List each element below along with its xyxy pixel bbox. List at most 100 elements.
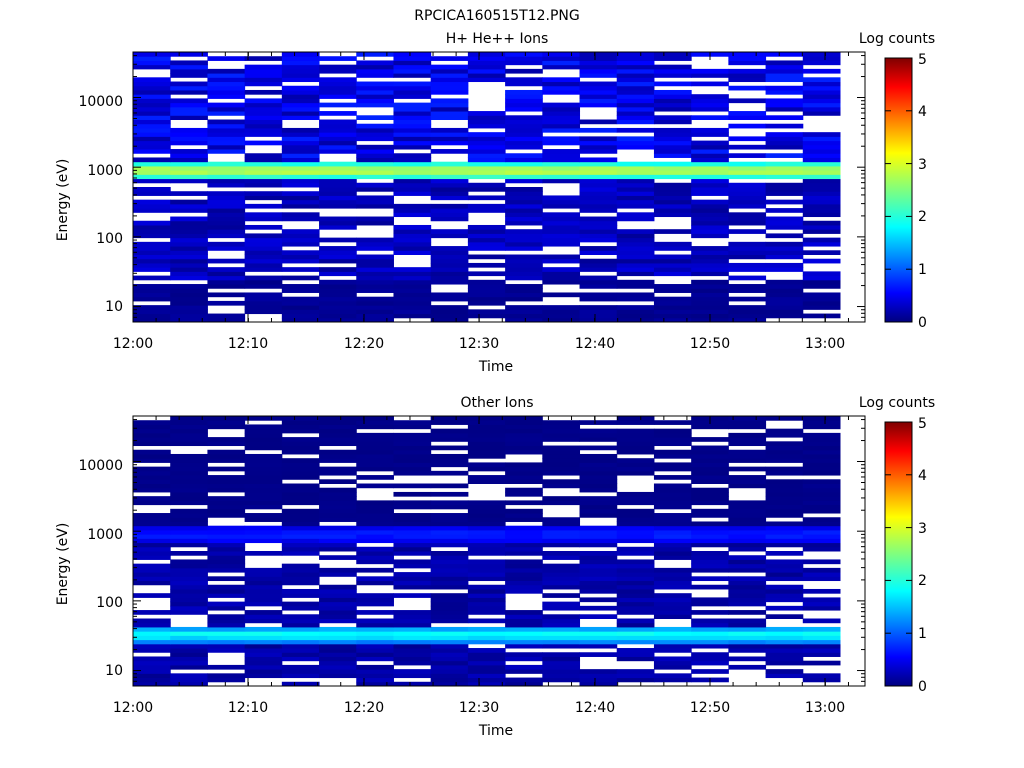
heatmap-cell <box>765 635 804 641</box>
heatmap-cell <box>467 546 506 552</box>
heatmap-cell <box>505 424 543 430</box>
heatmap-cell <box>356 220 394 226</box>
heatmap-cell <box>728 191 767 196</box>
heatmap-cell <box>691 445 729 451</box>
heatmap-cell <box>319 165 357 171</box>
heatmap-cell <box>691 626 729 632</box>
heatmap-cell <box>393 153 432 158</box>
heatmap-cell <box>319 441 357 447</box>
heatmap-cell <box>281 517 320 522</box>
heatmap-cell <box>802 241 841 247</box>
heatmap-cell <box>207 199 246 205</box>
heatmap-cell <box>765 140 804 146</box>
heatmap-cell <box>802 106 841 112</box>
heatmap-cell <box>170 170 208 175</box>
heatmap-cell <box>356 64 394 70</box>
heatmap-cell <box>356 102 394 108</box>
heatmap-cell <box>505 170 543 175</box>
heatmap-cell <box>207 420 246 425</box>
heatmap-cell <box>244 576 283 582</box>
heatmap-cell <box>505 258 543 264</box>
heatmap-cell <box>691 187 729 192</box>
heatmap-cell <box>319 64 357 70</box>
heatmap-cell <box>170 98 208 104</box>
heatmap-cell <box>765 593 804 598</box>
heatmap-cell <box>653 115 692 120</box>
heatmap-cell <box>356 559 394 565</box>
panel-2-y-tick-1000: 1000 <box>87 527 123 543</box>
heatmap-cell <box>691 305 729 310</box>
heatmap-cell <box>542 639 581 645</box>
heatmap-cell <box>542 216 581 222</box>
heatmap-cell <box>542 267 581 272</box>
heatmap-cell <box>281 673 320 679</box>
heatmap-cell <box>802 300 841 306</box>
panel-2-x-tick-1210: 12:10 <box>228 700 268 716</box>
heatmap-cell <box>393 445 432 451</box>
heatmap-cell <box>542 157 581 163</box>
heatmap-cell <box>170 309 208 315</box>
heatmap-cell <box>393 89 432 95</box>
heatmap-cell <box>170 529 208 535</box>
heatmap-cell <box>393 538 432 544</box>
heatmap-cell <box>653 174 692 180</box>
heatmap-cell <box>244 224 283 230</box>
heatmap-cell <box>616 140 655 146</box>
heatmap-cell <box>691 631 729 636</box>
heatmap-cell <box>691 233 729 239</box>
heatmap-cell <box>505 437 543 442</box>
heatmap-cell <box>133 178 171 184</box>
heatmap-cell <box>356 241 394 247</box>
heatmap-cell <box>505 174 543 180</box>
heatmap-cell <box>505 538 543 544</box>
heatmap-cell <box>802 597 841 603</box>
heatmap-cell <box>728 593 767 598</box>
heatmap-cell <box>616 631 655 636</box>
heatmap-cell <box>356 300 394 306</box>
heatmap-cell <box>207 458 246 463</box>
heatmap-cell <box>430 652 469 657</box>
panel-1-x-tick-1250: 12:50 <box>690 336 730 352</box>
heatmap-cell <box>281 203 320 209</box>
heatmap-cell <box>244 98 283 104</box>
heatmap-cell <box>616 191 655 196</box>
heatmap-cell <box>728 313 767 319</box>
heatmap-cell <box>616 605 655 611</box>
heatmap-cell <box>505 254 543 260</box>
heatmap-cell <box>133 449 171 455</box>
heatmap-cell <box>356 546 394 552</box>
heatmap-cell <box>430 555 469 560</box>
heatmap-cell <box>319 517 357 522</box>
panel-2-x-tick-1200: 12:00 <box>113 700 153 716</box>
heatmap-cell <box>505 529 543 535</box>
heatmap-cell <box>244 635 283 641</box>
heatmap-cell <box>691 622 729 628</box>
heatmap-cell <box>579 161 618 167</box>
heatmap-cell <box>207 538 246 544</box>
heatmap-cell <box>170 161 208 167</box>
heatmap-cell <box>244 673 283 679</box>
heatmap-cell <box>542 85 581 91</box>
heatmap-cell <box>616 521 655 527</box>
heatmap-cell <box>542 542 581 548</box>
heatmap-cell <box>765 254 804 260</box>
heatmap-cell <box>579 178 618 184</box>
heatmap-cell <box>356 68 394 74</box>
heatmap-cell <box>542 424 581 430</box>
heatmap-cell <box>170 496 208 501</box>
heatmap-cell <box>765 216 804 222</box>
heatmap-cell <box>170 432 208 438</box>
heatmap-cell <box>579 174 618 180</box>
heatmap-cell <box>728 534 767 539</box>
heatmap-cell <box>616 127 655 133</box>
heatmap-cell <box>579 195 618 201</box>
heatmap-cell <box>802 648 841 653</box>
heatmap-cell <box>542 258 581 264</box>
panel-h-he-ions: H+ He++ Ions Log counts 10000 1000 100 1… <box>55 31 935 375</box>
heatmap-cell <box>691 669 729 674</box>
heatmap-cell <box>765 305 804 310</box>
heatmap-cell <box>207 416 246 421</box>
heatmap-cell <box>244 212 283 218</box>
heatmap-cell <box>356 610 394 615</box>
heatmap-cell <box>542 563 581 569</box>
